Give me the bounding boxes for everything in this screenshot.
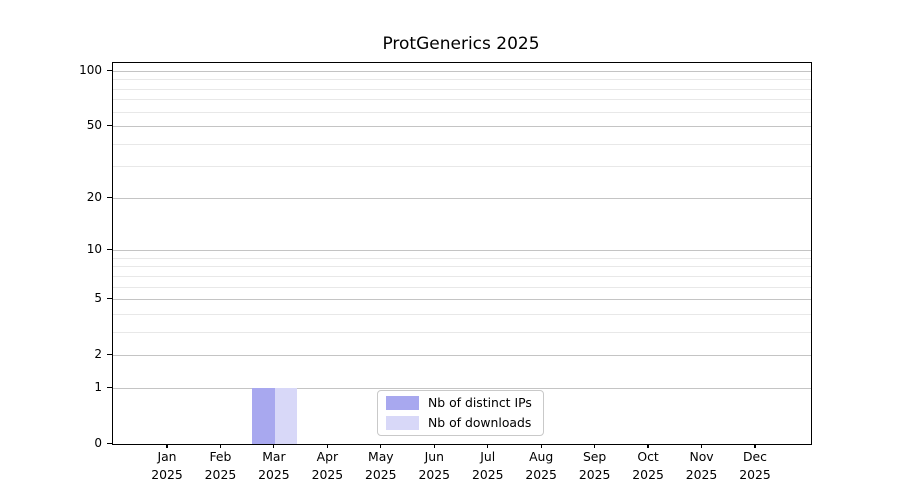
x-tick-label: Nov 2025 bbox=[670, 448, 734, 484]
legend-label-downloads: Nb of downloads bbox=[428, 415, 532, 430]
x-tick-month: Jul bbox=[480, 449, 496, 464]
x-tick-mark bbox=[700, 444, 703, 448]
bar-nb-of-downloads-mar bbox=[274, 387, 298, 444]
major-gridline bbox=[113, 250, 811, 252]
x-tick-year: 2025 bbox=[418, 467, 451, 482]
x-tick-month: Jan bbox=[157, 449, 177, 464]
y-tick-mark bbox=[107, 196, 112, 199]
x-tick-month: Feb bbox=[209, 449, 232, 464]
y-tick-mark bbox=[107, 386, 112, 389]
y-tick-label: 20 bbox=[86, 189, 102, 204]
y-tick-mark bbox=[107, 354, 112, 356]
x-tick-month: Nov bbox=[689, 449, 714, 464]
x-tick-month: Apr bbox=[316, 449, 339, 464]
plot-area: Nb of distinct IPs Nb of downloads bbox=[112, 62, 812, 445]
minor-gridline bbox=[113, 111, 811, 113]
x-tick-mark bbox=[219, 444, 222, 448]
major-gridline bbox=[113, 197, 811, 199]
minor-gridline bbox=[113, 166, 811, 168]
x-tick-month: Dec bbox=[743, 449, 767, 464]
major-gridline bbox=[113, 299, 811, 301]
x-tick-mark bbox=[166, 444, 168, 448]
x-tick-year: 2025 bbox=[685, 467, 718, 482]
x-tick-label: Sep 2025 bbox=[563, 448, 627, 484]
x-tick-label: Feb 2025 bbox=[188, 448, 252, 484]
x-tick-mark bbox=[273, 444, 275, 448]
major-gridline bbox=[113, 387, 811, 389]
x-tick-month: Oct bbox=[637, 449, 659, 464]
y-tick-label: 2 bbox=[94, 347, 102, 362]
legend-item-downloads: Nb of downloads bbox=[386, 416, 535, 430]
x-tick-month: Jun bbox=[424, 449, 444, 464]
minor-gridline bbox=[113, 313, 811, 315]
y-tick-label: 10 bbox=[86, 242, 102, 257]
x-tick-year: 2025 bbox=[578, 467, 611, 482]
x-tick-mark bbox=[594, 444, 596, 448]
y-tick-mark bbox=[107, 249, 112, 251]
y-tick-mark bbox=[107, 125, 112, 127]
x-tick-year: 2025 bbox=[258, 467, 290, 482]
y-tick-mark bbox=[107, 443, 112, 445]
x-tick-label: Jul 2025 bbox=[456, 448, 520, 484]
x-tick-label: Jun 2025 bbox=[402, 448, 466, 484]
x-tick-mark bbox=[540, 444, 542, 448]
legend-swatch-downloads bbox=[386, 416, 419, 430]
x-tick-year: 2025 bbox=[204, 467, 237, 482]
minor-gridline bbox=[113, 79, 811, 81]
y-tick-label: 1 bbox=[94, 379, 102, 394]
x-tick-year: 2025 bbox=[632, 467, 664, 482]
x-tick-mark bbox=[433, 444, 435, 448]
y-tick-mark bbox=[107, 70, 112, 72]
y-tick-label: 0 bbox=[94, 436, 102, 450]
x-tick-label: May 2025 bbox=[349, 448, 413, 484]
legend: Nb of distinct IPs Nb of downloads bbox=[377, 390, 544, 436]
x-tick-month: Aug bbox=[529, 449, 554, 464]
x-tick-year: 2025 bbox=[365, 467, 397, 482]
x-tick-mark bbox=[487, 444, 489, 448]
y-tick-label: 50 bbox=[86, 118, 102, 133]
major-gridline bbox=[113, 355, 811, 357]
x-tick-label: Apr 2025 bbox=[295, 448, 359, 484]
y-tick-label: 5 bbox=[94, 291, 102, 306]
x-tick-year: 2025 bbox=[739, 467, 771, 482]
x-tick-year: 2025 bbox=[471, 467, 504, 482]
major-gridline bbox=[113, 126, 811, 128]
x-tick-month: May bbox=[368, 449, 394, 464]
x-tick-month: Sep bbox=[582, 449, 607, 464]
minor-gridline bbox=[113, 286, 811, 288]
legend-swatch-distinct-ips bbox=[386, 396, 419, 410]
x-tick-year: 2025 bbox=[525, 467, 557, 482]
bar-nb-of-distinct-ips-mar bbox=[252, 387, 275, 444]
x-tick-month: Mar bbox=[262, 449, 286, 464]
x-tick-label: Oct 2025 bbox=[616, 448, 680, 484]
x-tick-year: 2025 bbox=[311, 467, 344, 482]
x-tick-label: Jan 2025 bbox=[135, 448, 199, 484]
x-tick-mark bbox=[647, 444, 649, 448]
minor-gridline bbox=[113, 99, 811, 101]
legend-item-distinct-ips: Nb of distinct IPs bbox=[386, 396, 535, 410]
minor-gridline bbox=[113, 331, 811, 333]
major-gridline bbox=[113, 71, 811, 72]
y-tick-mark bbox=[107, 298, 112, 300]
minor-gridline bbox=[113, 257, 811, 259]
x-tick-year: 2025 bbox=[151, 467, 183, 482]
minor-gridline bbox=[113, 88, 811, 90]
x-tick-mark bbox=[754, 444, 756, 448]
minor-gridline bbox=[113, 266, 811, 268]
y-tick-label: 100 bbox=[79, 63, 102, 77]
x-tick-mark bbox=[380, 444, 382, 448]
chart-title: ProtGenerics 2025 bbox=[382, 34, 540, 54]
x-tick-label: Mar 2025 bbox=[242, 448, 306, 484]
x-tick-mark bbox=[326, 444, 328, 448]
x-tick-label: Dec 2025 bbox=[723, 448, 787, 484]
legend-label-distinct-ips: Nb of distinct IPs bbox=[428, 395, 532, 410]
minor-gridline bbox=[113, 275, 811, 277]
x-tick-label: Aug 2025 bbox=[509, 448, 573, 484]
minor-gridline bbox=[113, 143, 811, 145]
